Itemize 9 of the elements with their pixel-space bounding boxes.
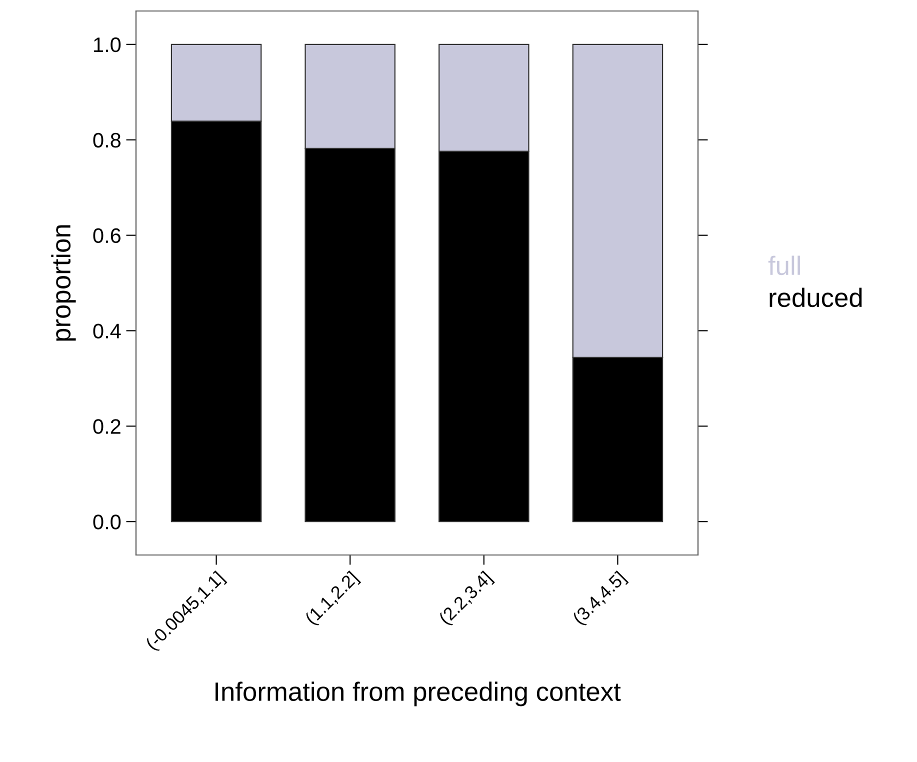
y-tick-label: 0.0 <box>93 514 121 530</box>
y-tick-label: 0.6 <box>93 228 121 244</box>
text: reduced <box>770 288 862 308</box>
y-tick-label: 0.4 <box>93 324 121 338</box>
y-axis-title: proportion <box>51 225 76 341</box>
y-tick-label: 1.0 <box>94 37 121 52</box>
y-tick-label: 0.8 <box>93 132 121 148</box>
x-axis-title: Information from preceding context <box>216 682 621 706</box>
y-tick-label: 0.2 <box>93 419 120 434</box>
